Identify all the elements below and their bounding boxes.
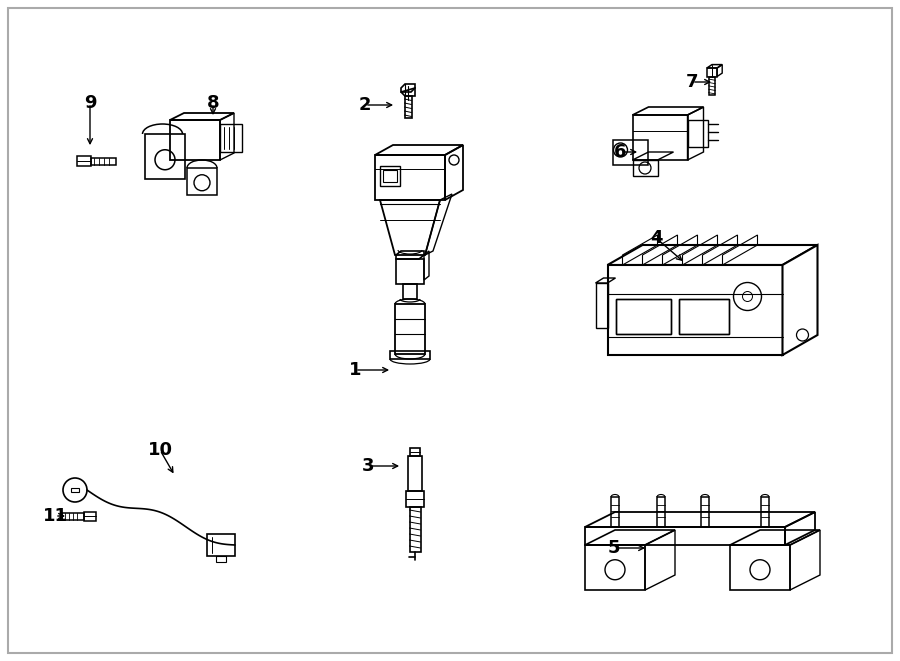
Polygon shape — [608, 245, 817, 265]
Bar — [71, 488, 79, 492]
Text: 8: 8 — [207, 94, 220, 112]
Bar — [633, 160, 658, 176]
Bar — [679, 299, 728, 334]
Bar — [613, 140, 647, 165]
Text: 1: 1 — [349, 361, 361, 379]
Bar — [380, 167, 400, 186]
Bar — [91, 157, 116, 165]
Bar — [216, 556, 226, 562]
Bar — [761, 497, 769, 527]
Bar — [708, 77, 716, 95]
Bar — [410, 448, 420, 456]
Bar — [77, 156, 91, 166]
Bar — [403, 284, 417, 299]
Bar — [701, 497, 709, 527]
Polygon shape — [782, 245, 817, 355]
Bar — [616, 299, 670, 334]
Bar — [220, 124, 242, 152]
Bar — [395, 304, 425, 354]
Bar — [585, 545, 645, 590]
Bar — [84, 512, 96, 520]
Text: 10: 10 — [148, 441, 173, 459]
Bar — [410, 507, 420, 552]
Text: 6: 6 — [614, 143, 626, 161]
Text: 9: 9 — [84, 94, 96, 112]
Bar — [611, 497, 619, 527]
Bar — [730, 545, 790, 590]
Bar — [62, 512, 84, 520]
Text: 4: 4 — [650, 229, 662, 247]
Bar — [383, 171, 397, 182]
Bar — [408, 456, 422, 491]
Bar — [207, 534, 235, 556]
Bar — [596, 283, 608, 328]
Bar — [404, 96, 411, 118]
Text: 7: 7 — [686, 73, 698, 91]
Bar — [406, 491, 424, 507]
Text: 11: 11 — [42, 507, 68, 525]
Text: 2: 2 — [359, 96, 371, 114]
Bar — [679, 299, 728, 334]
Bar — [616, 299, 670, 334]
Bar — [657, 497, 665, 527]
Text: 5: 5 — [608, 539, 620, 557]
Bar — [390, 351, 430, 359]
Text: 3: 3 — [362, 457, 374, 475]
Bar — [396, 259, 424, 284]
Polygon shape — [608, 265, 782, 355]
